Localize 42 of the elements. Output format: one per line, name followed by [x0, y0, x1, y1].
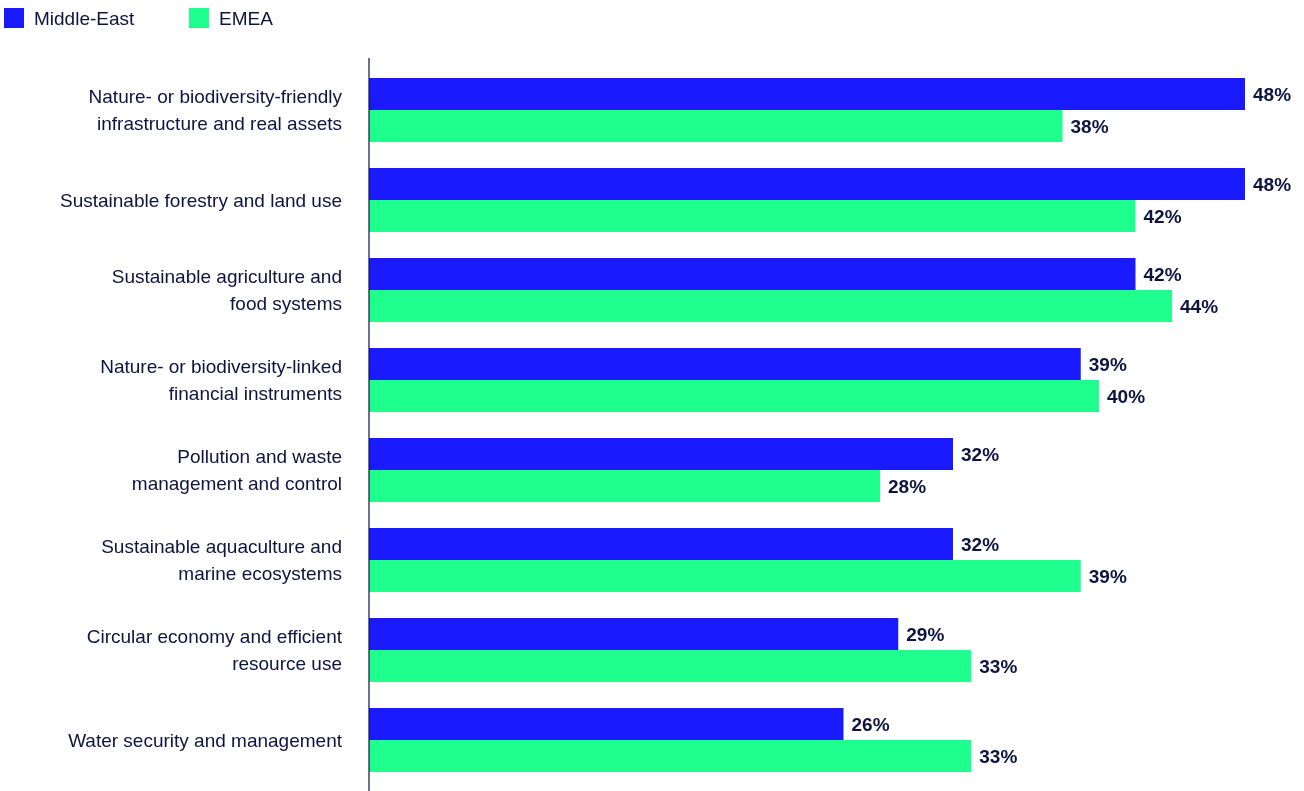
data-label: 48% [1253, 83, 1292, 105]
bar [369, 290, 1172, 322]
data-label: 28% [888, 475, 927, 497]
bar [369, 168, 1245, 200]
data-label: 42% [1143, 205, 1182, 227]
y-tick-label: Circular economy and efficient resource use [86, 626, 343, 675]
data-label: 40% [1107, 385, 1146, 407]
y-tick-label: Sustainable agriculture and food systems [111, 266, 342, 315]
bar [369, 258, 1136, 290]
legend-label: Middle-East [34, 7, 136, 29]
data-label: 26% [851, 713, 890, 735]
bar [369, 618, 899, 650]
bar [369, 200, 1136, 232]
data-label: 48% [1253, 173, 1292, 195]
y-tick-label: Nature- or biodiversity-friendly infrastructure and real assets [88, 86, 343, 135]
y-tick-label: Pollution and waste management and control [131, 446, 342, 495]
bar [369, 650, 972, 682]
bar [369, 438, 953, 470]
y-tick-label: Water security and management [68, 729, 343, 751]
data-label: 38% [1070, 115, 1109, 137]
bar [369, 380, 1099, 412]
data-label: 29% [906, 623, 945, 645]
bar [369, 740, 972, 772]
bar [369, 348, 1081, 380]
data-label: 42% [1143, 263, 1182, 285]
bar [369, 470, 880, 502]
y-tick-label: Nature- or biodiversity-linked financial instruments [100, 356, 342, 405]
y-tick-label: Sustainable forestry and land use [59, 189, 342, 211]
data-label: 32% [961, 533, 1000, 555]
data-label: 39% [1088, 565, 1127, 587]
bar [369, 110, 1063, 142]
data-label: 44% [1180, 295, 1219, 317]
y-tick-label: Sustainable aquaculture and marine ecosystems [101, 536, 342, 585]
data-label: 39% [1088, 353, 1127, 375]
data-label: 33% [979, 745, 1018, 767]
legend-label: EMEA [219, 7, 274, 29]
bar [369, 560, 1081, 592]
data-label: 32% [961, 443, 1000, 465]
data-label: 33% [979, 655, 1018, 677]
bar [369, 528, 953, 560]
bar [369, 708, 844, 740]
bar [369, 78, 1245, 110]
